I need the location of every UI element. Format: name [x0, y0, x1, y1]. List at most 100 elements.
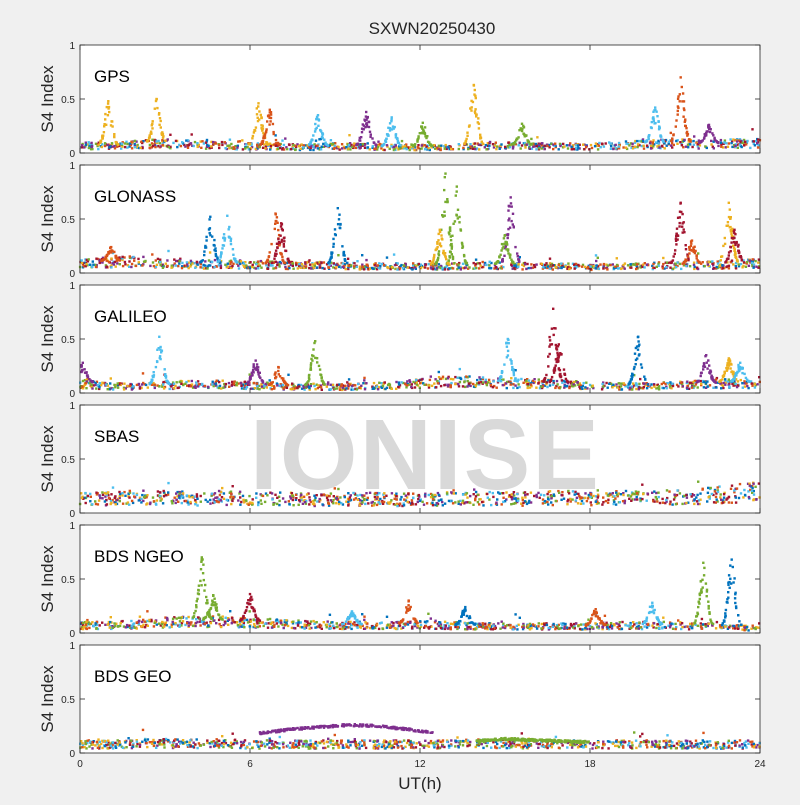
data-point — [308, 259, 310, 261]
data-point — [296, 387, 298, 389]
data-point — [652, 116, 654, 118]
data-point — [625, 140, 627, 142]
data-point — [363, 125, 365, 127]
data-point — [469, 385, 471, 387]
data-point — [275, 139, 277, 141]
data-point — [644, 262, 646, 264]
data-point — [559, 143, 561, 145]
data-point — [187, 144, 189, 146]
data-point — [659, 502, 661, 504]
data-point — [230, 261, 232, 263]
data-point — [727, 221, 729, 223]
data-point — [281, 239, 283, 241]
data-point — [713, 147, 715, 149]
data-point — [154, 108, 156, 110]
data-point — [729, 362, 731, 364]
data-point — [124, 495, 126, 497]
data-point — [208, 228, 210, 230]
data-point — [426, 135, 428, 137]
data-point — [176, 146, 178, 148]
data-point — [320, 262, 322, 264]
data-point — [336, 264, 338, 266]
data-point — [458, 385, 460, 387]
data-point — [181, 141, 183, 143]
data-point — [312, 134, 314, 136]
data-point — [359, 266, 361, 268]
data-point — [160, 120, 162, 122]
data-point — [316, 266, 318, 268]
data-point — [506, 243, 508, 245]
data-point — [234, 380, 236, 382]
data-point — [525, 380, 527, 382]
data-point — [314, 262, 316, 264]
data-point — [298, 504, 300, 506]
data-point — [208, 218, 210, 220]
data-point — [587, 266, 589, 268]
data-point — [543, 145, 545, 147]
data-point — [319, 368, 321, 370]
data-point — [154, 387, 156, 389]
data-point — [689, 246, 691, 248]
data-point — [103, 125, 105, 127]
data-point — [560, 376, 562, 378]
data-point — [641, 484, 643, 486]
data-point — [214, 259, 216, 261]
data-point — [151, 142, 153, 144]
data-point — [117, 382, 119, 384]
data-point — [269, 383, 271, 385]
data-point — [113, 263, 115, 265]
data-point — [507, 234, 509, 236]
data-point — [564, 385, 566, 387]
data-point — [440, 385, 442, 387]
data-point — [187, 147, 189, 149]
data-point — [510, 377, 512, 379]
data-point — [81, 259, 83, 261]
data-point — [218, 387, 220, 389]
data-point — [608, 383, 610, 385]
data-point — [107, 100, 109, 102]
data-point — [590, 144, 592, 146]
data-point — [462, 500, 464, 502]
data-point — [457, 263, 459, 265]
data-point — [282, 497, 284, 499]
data-point — [525, 268, 527, 270]
data-point — [554, 143, 556, 145]
data-point — [242, 148, 244, 150]
data-point — [136, 494, 138, 496]
data-point — [579, 382, 581, 384]
data-point — [298, 145, 300, 147]
data-point — [391, 492, 393, 494]
data-point — [670, 140, 672, 142]
data-point — [186, 263, 188, 265]
data-point — [281, 259, 283, 261]
data-point — [281, 148, 283, 150]
data-point — [685, 502, 687, 504]
data-point — [679, 141, 681, 143]
data-point — [436, 261, 438, 263]
data-point — [568, 492, 570, 494]
data-point — [100, 140, 102, 142]
data-point — [637, 336, 639, 338]
data-point — [475, 267, 477, 269]
data-point — [184, 145, 186, 147]
data-point — [582, 502, 584, 504]
data-point — [689, 265, 691, 267]
data-point — [392, 125, 394, 127]
data-point — [419, 132, 421, 134]
data-point — [478, 148, 480, 150]
data-point — [602, 385, 604, 387]
data-point — [674, 253, 676, 255]
data-point — [708, 261, 710, 263]
data-point — [546, 493, 548, 495]
data-point — [427, 267, 429, 269]
data-point — [107, 114, 109, 116]
data-point — [269, 251, 271, 253]
data-point — [390, 145, 392, 147]
data-point — [82, 380, 84, 382]
data-point — [524, 146, 526, 148]
data-point — [541, 142, 543, 144]
data-point — [284, 266, 286, 268]
data-point — [513, 226, 515, 228]
y-axis-label: S4 Index — [38, 65, 57, 133]
data-point — [571, 148, 573, 150]
